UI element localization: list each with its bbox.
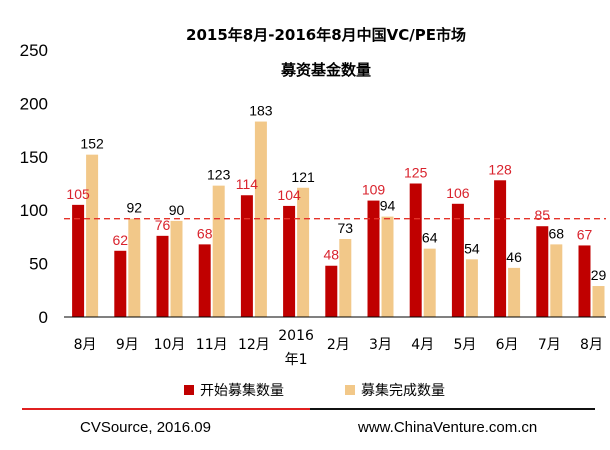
- bar-start-5: [283, 205, 296, 317]
- bar-start-6: [325, 265, 338, 317]
- bar-start-10: [494, 180, 507, 317]
- x-tick-label: 4月: [411, 337, 434, 353]
- bar-start-11: [536, 226, 549, 317]
- x-tick-label: 7月: [538, 337, 561, 353]
- chart-title: 2015年8月-2016年8月中国VC/PE市场: [186, 26, 466, 44]
- bar-complete-3: [212, 185, 225, 317]
- chart-subtitle: 募资基金数量: [280, 61, 371, 79]
- y-tick-label: 150: [20, 148, 48, 167]
- x-tick-label: 8月: [74, 337, 97, 353]
- bar-start-8: [409, 183, 422, 317]
- bar-start-9: [451, 203, 464, 317]
- x-tick-label: 9月: [116, 337, 139, 353]
- value-label-start: 68: [197, 225, 213, 241]
- bar-complete-2: [170, 220, 183, 317]
- bar-complete-11: [550, 244, 563, 317]
- bar-complete-8: [423, 248, 436, 317]
- value-label-complete: 29: [591, 267, 607, 283]
- legend: 开始募集数量 募集完成数量: [184, 382, 445, 399]
- x-tick-label-line2: 年1: [285, 352, 308, 368]
- y-tick-label: 0: [39, 308, 48, 327]
- bar-start-1: [114, 250, 127, 317]
- bar-start-7: [367, 200, 380, 317]
- value-label-complete: 46: [506, 249, 522, 265]
- y-tick-label: 100: [20, 201, 48, 220]
- divider-red: [22, 408, 310, 410]
- y-tick-label: 200: [20, 94, 48, 113]
- x-tick-label: 6月: [496, 337, 519, 353]
- value-label-start: 106: [446, 185, 470, 201]
- bar-complete-12: [592, 286, 605, 317]
- value-label-start: 85: [535, 207, 551, 223]
- bar-complete-4: [254, 121, 267, 317]
- x-tick-label: 2016: [278, 328, 314, 344]
- value-label-complete: 121: [291, 169, 315, 185]
- value-label-complete: 73: [338, 220, 354, 236]
- bar-start-0: [72, 204, 85, 317]
- source-text: CVSource, 2016.09: [80, 419, 211, 436]
- x-tick-label: 12月: [238, 337, 270, 353]
- bar-complete-6: [339, 239, 352, 317]
- legend-label-start: 开始募集数量: [200, 382, 284, 399]
- bar-complete-5: [297, 187, 310, 317]
- y-tick-label: 50: [29, 255, 48, 274]
- value-label-complete: 92: [127, 200, 143, 216]
- value-label-complete: 94: [380, 198, 396, 214]
- value-label-complete: 54: [464, 240, 480, 256]
- x-tick-label: 3月: [369, 337, 392, 353]
- website-text: www.ChinaVenture.com.cn: [357, 419, 537, 436]
- value-label-start: 125: [404, 165, 428, 181]
- y-tick-label: 250: [20, 41, 48, 60]
- x-tick-label: 11月: [196, 337, 228, 353]
- value-label-start: 76: [155, 217, 171, 233]
- value-label-complete: 64: [422, 230, 438, 246]
- x-axis-labels: 8月 9月 10月 11月 12月 2016 年1 2月 3月 4月 5月 6月 7月 8月: [74, 328, 603, 368]
- bar-start-3: [198, 244, 211, 317]
- x-tick-label: 2月: [327, 337, 350, 353]
- value-label-start: 114: [236, 176, 259, 192]
- value-label-complete: 90: [169, 202, 185, 218]
- value-label-start: 62: [113, 232, 129, 248]
- x-tick-label: 5月: [453, 337, 476, 353]
- value-label-complete: 152: [80, 136, 104, 152]
- value-label-complete: 183: [249, 103, 273, 119]
- divider-black: [310, 408, 595, 410]
- value-label-start: 128: [488, 161, 512, 177]
- bar-complete-0: [86, 154, 99, 317]
- legend-swatch-start: [184, 385, 194, 395]
- bar-start-4: [240, 195, 253, 317]
- value-label-complete: 123: [207, 167, 231, 183]
- bar-complete-9: [465, 259, 478, 317]
- value-label-start: 109: [362, 182, 386, 198]
- legend-label-complete: 募集完成数量: [361, 382, 445, 399]
- value-label-start: 104: [277, 187, 301, 203]
- bar-complete-7: [381, 216, 394, 317]
- value-label-complete: 68: [549, 225, 565, 241]
- bar-complete-10: [508, 267, 521, 317]
- bar-complete-1: [128, 218, 141, 317]
- bars: [72, 121, 605, 317]
- bar-start-2: [156, 235, 169, 317]
- bar-start-12: [578, 245, 591, 317]
- value-label-start: 105: [66, 186, 90, 202]
- x-tick-label: 8月: [580, 337, 603, 353]
- y-axis: 0 50 100 150 200 250: [20, 41, 48, 327]
- x-tick-label: 10月: [154, 337, 186, 353]
- value-label-start: 67: [577, 226, 593, 242]
- value-label-start: 48: [324, 247, 340, 263]
- legend-swatch-complete: [345, 385, 355, 395]
